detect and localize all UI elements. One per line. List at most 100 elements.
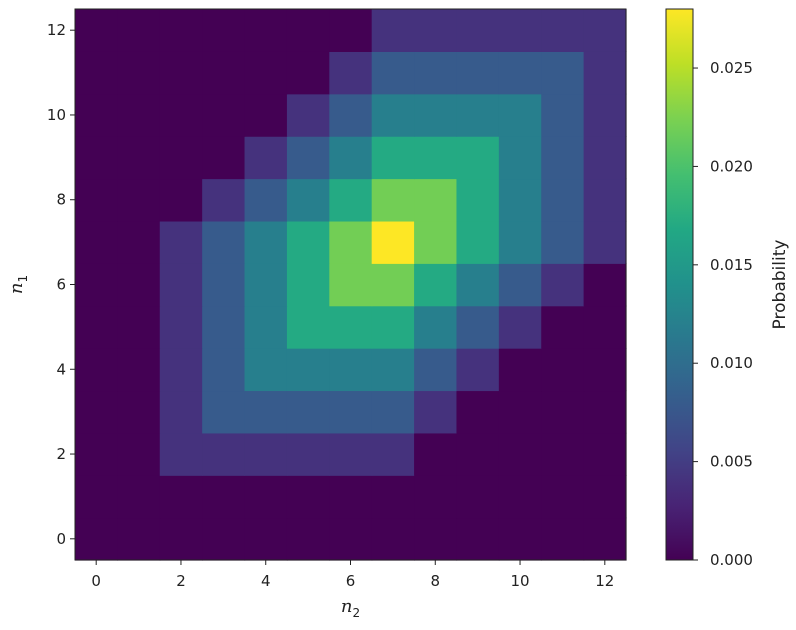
heatmap-cell <box>202 517 246 561</box>
heatmap-cell <box>414 432 458 476</box>
heatmap-cell <box>329 432 373 476</box>
heatmap-cell <box>286 51 330 95</box>
heatmap-cell <box>75 517 118 561</box>
heatmap-cell <box>159 432 203 476</box>
heatmap-cell <box>583 93 627 137</box>
heatmap-cell <box>75 93 118 137</box>
heatmap-cell <box>371 305 415 349</box>
heatmap-cell <box>583 136 627 180</box>
heatmap-cell <box>329 178 373 222</box>
heatmap-cell <box>498 93 542 137</box>
y-axis: 0 2 4 6 8 10 12 <box>47 21 75 548</box>
x-axis-label: n2 <box>341 596 360 620</box>
heatmap-cell <box>371 220 415 264</box>
heatmap-cell <box>456 432 500 476</box>
heatmap-cell <box>498 348 542 392</box>
heatmap-cell <box>159 220 203 264</box>
heatmap-cell <box>583 517 627 561</box>
heatmap-cell <box>498 136 542 180</box>
heatmap-cell <box>244 263 288 307</box>
heatmap-cell <box>583 263 627 307</box>
heatmap-cell <box>117 51 161 95</box>
heatmap-cell <box>371 475 415 519</box>
heatmap-cell <box>456 263 500 307</box>
heatmap-cell <box>456 305 500 349</box>
heatmap-cell <box>159 263 203 307</box>
heatmap-cell <box>583 178 627 222</box>
heatmap-cell <box>456 390 500 434</box>
heatmap-cell <box>329 390 373 434</box>
heatmap-cell <box>75 348 118 392</box>
heatmap-cell <box>286 475 330 519</box>
heatmap-cell <box>244 432 288 476</box>
y-tick-label: 12 <box>47 21 66 39</box>
heatmap-cell <box>541 220 585 264</box>
heatmap-cell <box>371 348 415 392</box>
heatmap-cell <box>159 475 203 519</box>
heatmap-cell <box>371 93 415 137</box>
heatmap-cell <box>414 517 458 561</box>
heatmap-cell <box>498 432 542 476</box>
heatmap-cell <box>117 475 161 519</box>
heatmap-cell <box>456 475 500 519</box>
heatmap-cell <box>414 475 458 519</box>
heatmap-cell <box>286 305 330 349</box>
heatmap-cell <box>329 136 373 180</box>
heatmap-cell <box>117 178 161 222</box>
heatmap-cell <box>583 390 627 434</box>
heatmap-cell <box>371 517 415 561</box>
heatmap-cell <box>498 263 542 307</box>
colorbar-tick-label: 0.025 <box>710 59 753 77</box>
heatmap-cell <box>117 136 161 180</box>
y-tick-label: 2 <box>56 445 66 463</box>
heatmap-cell <box>583 9 627 52</box>
heatmap-cell <box>456 9 500 52</box>
heatmap-cell <box>117 93 161 137</box>
heatmap-cell <box>159 305 203 349</box>
heatmap-cell <box>541 390 585 434</box>
heatmap-cell <box>498 390 542 434</box>
y-axis-label: n1 <box>6 275 30 294</box>
heatmap-cell <box>159 517 203 561</box>
heatmap-cell <box>414 178 458 222</box>
heatmap-cell <box>371 432 415 476</box>
heatmap-cell <box>541 263 585 307</box>
heatmap-cell <box>244 93 288 137</box>
heatmap-cell <box>117 263 161 307</box>
y-tick-label: 4 <box>56 360 66 378</box>
heatmap-cell <box>202 432 246 476</box>
heatmap-cell <box>414 263 458 307</box>
heatmap-cell <box>498 517 542 561</box>
heatmap-cell <box>329 51 373 95</box>
heatmap-cell <box>329 517 373 561</box>
heatmap-cell <box>286 93 330 137</box>
heatmap-cell <box>244 9 288 52</box>
heatmap-cell <box>202 51 246 95</box>
x-tick-label: 12 <box>595 572 614 590</box>
x-tick-label: 6 <box>346 572 356 590</box>
heatmap-cell <box>202 305 246 349</box>
heatmap-cell <box>117 517 161 561</box>
heatmap-cell <box>159 136 203 180</box>
heatmap-cell <box>202 475 246 519</box>
heatmap-cell <box>244 136 288 180</box>
heatmap-cell <box>244 51 288 95</box>
heatmap-cell <box>117 9 161 52</box>
heatmap-cell <box>541 517 585 561</box>
heatmap-cell <box>456 51 500 95</box>
y-tick-label: 8 <box>56 191 66 209</box>
heatmap-cell <box>541 136 585 180</box>
heatmap-cell <box>414 9 458 52</box>
heatmap-cell <box>541 93 585 137</box>
heatmap-cell <box>541 178 585 222</box>
colorbar-tick-label: 0.000 <box>710 551 753 569</box>
colorbar-tick-label: 0.015 <box>710 256 753 274</box>
heatmap-cell <box>244 390 288 434</box>
heatmap-cell <box>159 178 203 222</box>
heatmap-cell <box>202 220 246 264</box>
x-axis: 0 2 4 6 8 10 12 <box>91 560 614 590</box>
heatmap-cell <box>329 220 373 264</box>
heatmap-cell <box>541 305 585 349</box>
heatmap-cell <box>286 220 330 264</box>
